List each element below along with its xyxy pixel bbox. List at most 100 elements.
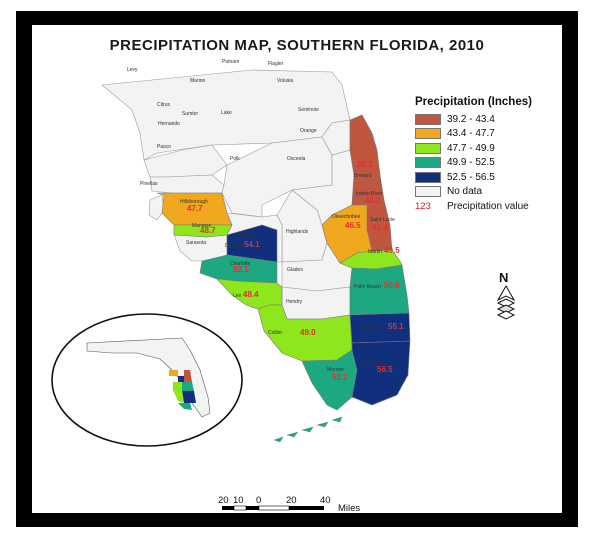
county-name-hendry: Hendry — [286, 299, 303, 305]
legend-label: No data — [447, 186, 483, 198]
legend-label: 39.2 - 43.4 — [447, 113, 495, 125]
scale-unit: Miles — [338, 503, 360, 513]
name-charlotte: Charlotte — [230, 261, 251, 267]
county-name-highlands: Highlands — [286, 229, 309, 235]
scale-tick-10: 10 — [233, 495, 244, 506]
name-palm-beach: Palm Beach — [354, 284, 381, 290]
scale-tick-40: 40 — [320, 495, 331, 506]
legend-item: 39.2 - 43.4 — [415, 112, 532, 127]
county-name-orange: Orange — [300, 128, 317, 134]
name-monroe: Monroe — [327, 367, 344, 373]
scale-tick-20: 20 — [286, 495, 297, 506]
county-polk-nodata — [221, 136, 333, 218]
county-name-polk: Polk — [230, 156, 240, 162]
svg-text:N: N — [499, 270, 508, 285]
county-name-sumter: Sumter — [182, 111, 198, 117]
map-panel: PRECIPITATION MAP, SOUTHERN FLORIDA, 201… — [32, 25, 562, 513]
value-palm-beach: 50.6 — [384, 281, 400, 290]
name-broward: Broward — [361, 325, 380, 331]
county-name-putnam: Putnam — [222, 59, 239, 65]
county-name-desoto: DeSoto — [225, 243, 242, 249]
county-name-marion: Marion — [190, 78, 206, 84]
county-okeechobee — [321, 204, 373, 264]
scale-bar: 20 10 0 20 40 Miles — [218, 495, 360, 513]
value-hillsborough: 47.7 — [187, 204, 203, 213]
legend-item: No data — [415, 185, 532, 200]
county-name-pasco: Pasco — [157, 144, 171, 150]
value-charlotte: 52.1 — [233, 265, 249, 274]
scale-tick-0: 0 — [256, 495, 261, 506]
county-name-flagler: Flagler — [268, 61, 284, 67]
legend-item: 49.9 - 52.5 — [415, 156, 532, 171]
county-name-seminole: Seminole — [298, 107, 319, 113]
nodata-counties — [101, 69, 355, 320]
county-miami-dade — [351, 340, 411, 406]
legend-swatch — [415, 128, 441, 140]
value-hardee: 54.1 — [244, 240, 260, 249]
county-name-lake: Lake — [221, 110, 232, 116]
precipitation-values: 47.7 48.7 54.1 52.1 48.4 49.0 52.2 39.2 … — [187, 160, 404, 382]
county-names: Levy Putnam Flagler Marion Volusia Citrus Sumt… — [127, 59, 319, 305]
legend-item: 43.4 - 47.7 — [415, 127, 532, 142]
legend-item: 47.7 - 49.9 — [415, 141, 532, 156]
name-manatee: Manatee — [192, 223, 212, 229]
legend-swatch — [415, 157, 441, 169]
county-name-hernando: Hernando — [158, 121, 180, 127]
legend-label: 52.5 - 56.5 — [447, 171, 495, 183]
legend-label: 49.9 - 52.5 — [447, 157, 495, 169]
name-hardee: Hardee — [240, 233, 257, 239]
florida-map: Levy Putnam Flagler Marion Volusia Citrus Sumt… — [51, 59, 516, 513]
value-martin: 49.5 — [384, 246, 400, 255]
county-name-glades: Glades — [287, 267, 303, 273]
legend-value-item: 123 Precipitation value — [415, 199, 532, 214]
legend-swatch — [415, 171, 441, 183]
north-arrow: N — [496, 270, 516, 320]
name-brevard: Brevard — [354, 173, 372, 179]
name-hillsborough: Hillsborough — [180, 199, 208, 205]
colored-county-names: Hillsborough Manatee Hardee Charlotte Le… — [180, 173, 395, 373]
legend-swatch — [415, 142, 441, 154]
county-name-levy: Levy — [127, 67, 138, 73]
value-st-lucie: 42.4 — [372, 223, 388, 232]
inset-map — [51, 313, 243, 447]
value-brevard: 39.2 — [357, 160, 373, 169]
name-martin: Martin — [368, 249, 382, 255]
scale-tick-20-left: 20 — [218, 495, 229, 506]
county-pasco-nodata — [149, 174, 225, 194]
legend-label: 43.4 - 47.7 — [447, 128, 495, 140]
value-miami-dade: 56.5 — [377, 365, 393, 374]
value-lee: 48.4 — [243, 290, 259, 299]
name-okeechobee: Okeechobee — [332, 214, 361, 220]
value-collier: 49.0 — [300, 328, 316, 337]
name-lee: Lee — [233, 293, 242, 299]
county-manatee — [173, 224, 233, 238]
name-collier: Collier — [268, 330, 283, 336]
legend: Precipitation (Inches) 39.2 - 43.4 43.4 … — [415, 96, 532, 214]
name-st-lucie: Saint Lucie — [370, 217, 395, 223]
value-manatee: 48.7 — [200, 226, 216, 235]
name-miami-dade: Miami-Dade — [359, 360, 386, 366]
county-name-osceola: Osceola — [287, 156, 306, 162]
legend-title: Precipitation (Inches) — [415, 96, 532, 108]
legend-item: 52.5 - 56.5 — [415, 170, 532, 185]
legend-value-label: Precipitation value — [447, 200, 529, 212]
county-palm-beach — [349, 264, 410, 316]
county-hardee — [226, 224, 278, 263]
legend-value-sample: 123 — [415, 200, 431, 212]
county-pinellas-nodata — [148, 194, 165, 221]
legend-swatch — [415, 186, 441, 198]
legend-swatch — [415, 113, 441, 125]
county-name-citrus: Citrus — [157, 102, 171, 108]
value-broward: 55.1 — [388, 322, 404, 331]
county-name-sarasota: Sarasota — [186, 240, 206, 246]
value-monroe: 52.2 — [332, 373, 348, 382]
legend-label: 47.7 - 49.9 — [447, 142, 495, 154]
value-indian-river: 42.2 — [365, 196, 381, 205]
florida-keys — [273, 416, 343, 443]
county-name-volusia: Volusia — [277, 78, 293, 84]
value-okeechobee: 46.5 — [345, 221, 361, 230]
county-name-pinellas: Pinellas — [140, 181, 158, 187]
map-title: PRECIPITATION MAP, SOUTHERN FLORIDA, 201… — [109, 37, 485, 54]
name-indian-river: Indian River — [356, 191, 383, 197]
data-counties — [156, 114, 411, 411]
